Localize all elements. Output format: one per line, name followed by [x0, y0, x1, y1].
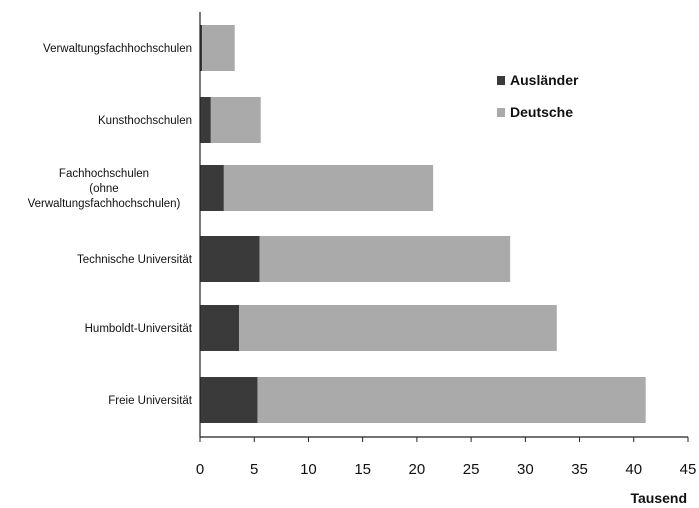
category-labels: Verwaltungsfachhochschulen Kunsthochschul…	[28, 43, 193, 407]
bar-deutsche-2	[223, 165, 434, 211]
category-label-4: Humboldt-Universität	[85, 323, 193, 335]
category-label-3: Technische Universität	[77, 254, 193, 266]
legend-swatch-auslaender	[497, 76, 505, 85]
category-label-line: Humboldt-Universität	[85, 323, 193, 335]
x-tick-label: 45	[680, 461, 697, 478]
category-label-2: Fachhochschulen (ohne Verwaltungsfachhochs…	[28, 168, 181, 210]
bar-deutsche-3	[259, 236, 511, 282]
legend: Ausländer Deutsche	[497, 72, 579, 120]
category-label-5: Freie Universität	[108, 395, 193, 407]
category-label-line: Technische Universität	[77, 254, 193, 266]
x-tick-label: 0	[196, 461, 204, 478]
x-tick-label: 35	[571, 461, 588, 478]
bar-auslaender-3	[200, 236, 260, 282]
x-axis	[199, 12, 688, 438]
x-tick-label: 20	[409, 461, 426, 478]
bar-auslaender-1	[200, 97, 211, 143]
bar-deutsche-4	[239, 305, 557, 351]
legend-label-auslaender: Ausländer	[510, 72, 579, 88]
bar-deutsche-5	[257, 377, 646, 423]
x-tick-label: 10	[300, 461, 317, 478]
category-label-line: Freie Universität	[108, 395, 193, 407]
x-tick-label: 30	[517, 461, 534, 478]
category-label-line: Verwaltungsfachhochschulen	[43, 43, 192, 55]
x-tick-label: 40	[625, 461, 642, 478]
x-tick-label: 25	[463, 461, 480, 478]
category-label-line: Fachhochschulen	[59, 168, 149, 180]
bar-deutsche-1	[210, 97, 261, 143]
category-label-line: Verwaltungsfachhochschulen)	[28, 198, 181, 210]
x-tick-label: 5	[250, 461, 258, 478]
x-axis-unit-label: Tausend	[630, 490, 687, 506]
legend-label-deutsche: Deutsche	[510, 104, 573, 120]
bar-auslaender-0	[200, 25, 203, 71]
legend-swatch-deutsche	[497, 108, 505, 117]
bars-group	[200, 25, 646, 423]
category-label-line: (ohne	[89, 183, 118, 195]
category-label-line: Kunsthochschulen	[98, 115, 192, 127]
bar-deutsche-0	[202, 25, 235, 71]
x-tick-label: 15	[354, 461, 371, 478]
bar-auslaender-2	[200, 165, 224, 211]
x-tick-labels: 0 5 10 15 20 25 30 35 40 45	[196, 437, 697, 478]
bar-auslaender-4	[200, 305, 240, 351]
category-label-1: Kunsthochschulen	[98, 115, 192, 127]
bar-auslaender-5	[200, 377, 258, 423]
category-label-0: Verwaltungsfachhochschulen	[43, 43, 192, 55]
